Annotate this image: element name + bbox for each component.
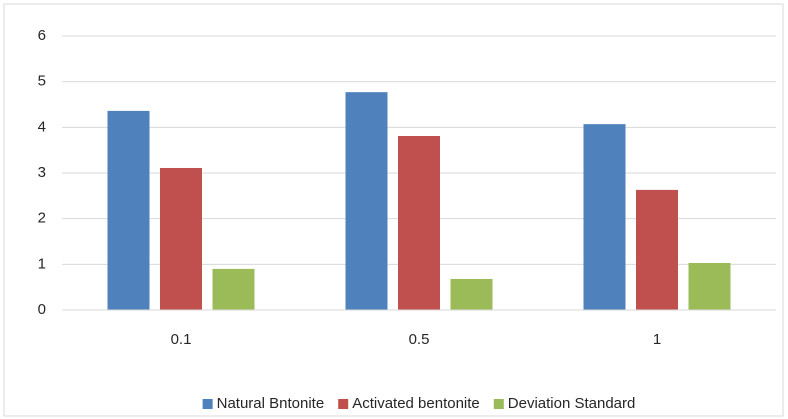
bar (212, 268, 255, 310)
bar (107, 110, 150, 310)
y-tick-label: 2 (38, 210, 46, 227)
bar (583, 124, 626, 311)
legend-swatch (338, 399, 349, 409)
legend-swatch (202, 399, 213, 409)
x-tick-label: 1 (653, 331, 661, 348)
bar (688, 262, 731, 310)
x-tick-label: 0.1 (171, 331, 192, 348)
bar (160, 167, 202, 310)
y-tick-label: 0 (38, 301, 46, 318)
bar (636, 189, 678, 310)
bar (450, 278, 493, 310)
bar (345, 92, 388, 310)
y-tick-label: 1 (38, 255, 46, 272)
legend-label: Activated bentonite (352, 395, 480, 412)
y-tick-label: 6 (38, 27, 46, 44)
y-tick-label: 3 (38, 164, 46, 181)
y-tick-label: 5 (38, 73, 46, 90)
legend-label: Deviation Standard (508, 395, 636, 412)
bar (398, 136, 440, 310)
legend-swatch (493, 399, 504, 409)
x-tick-label: 0.5 (409, 331, 430, 348)
legend-label: Natural Bntonite (217, 395, 325, 412)
y-tick-label: 4 (38, 118, 46, 135)
